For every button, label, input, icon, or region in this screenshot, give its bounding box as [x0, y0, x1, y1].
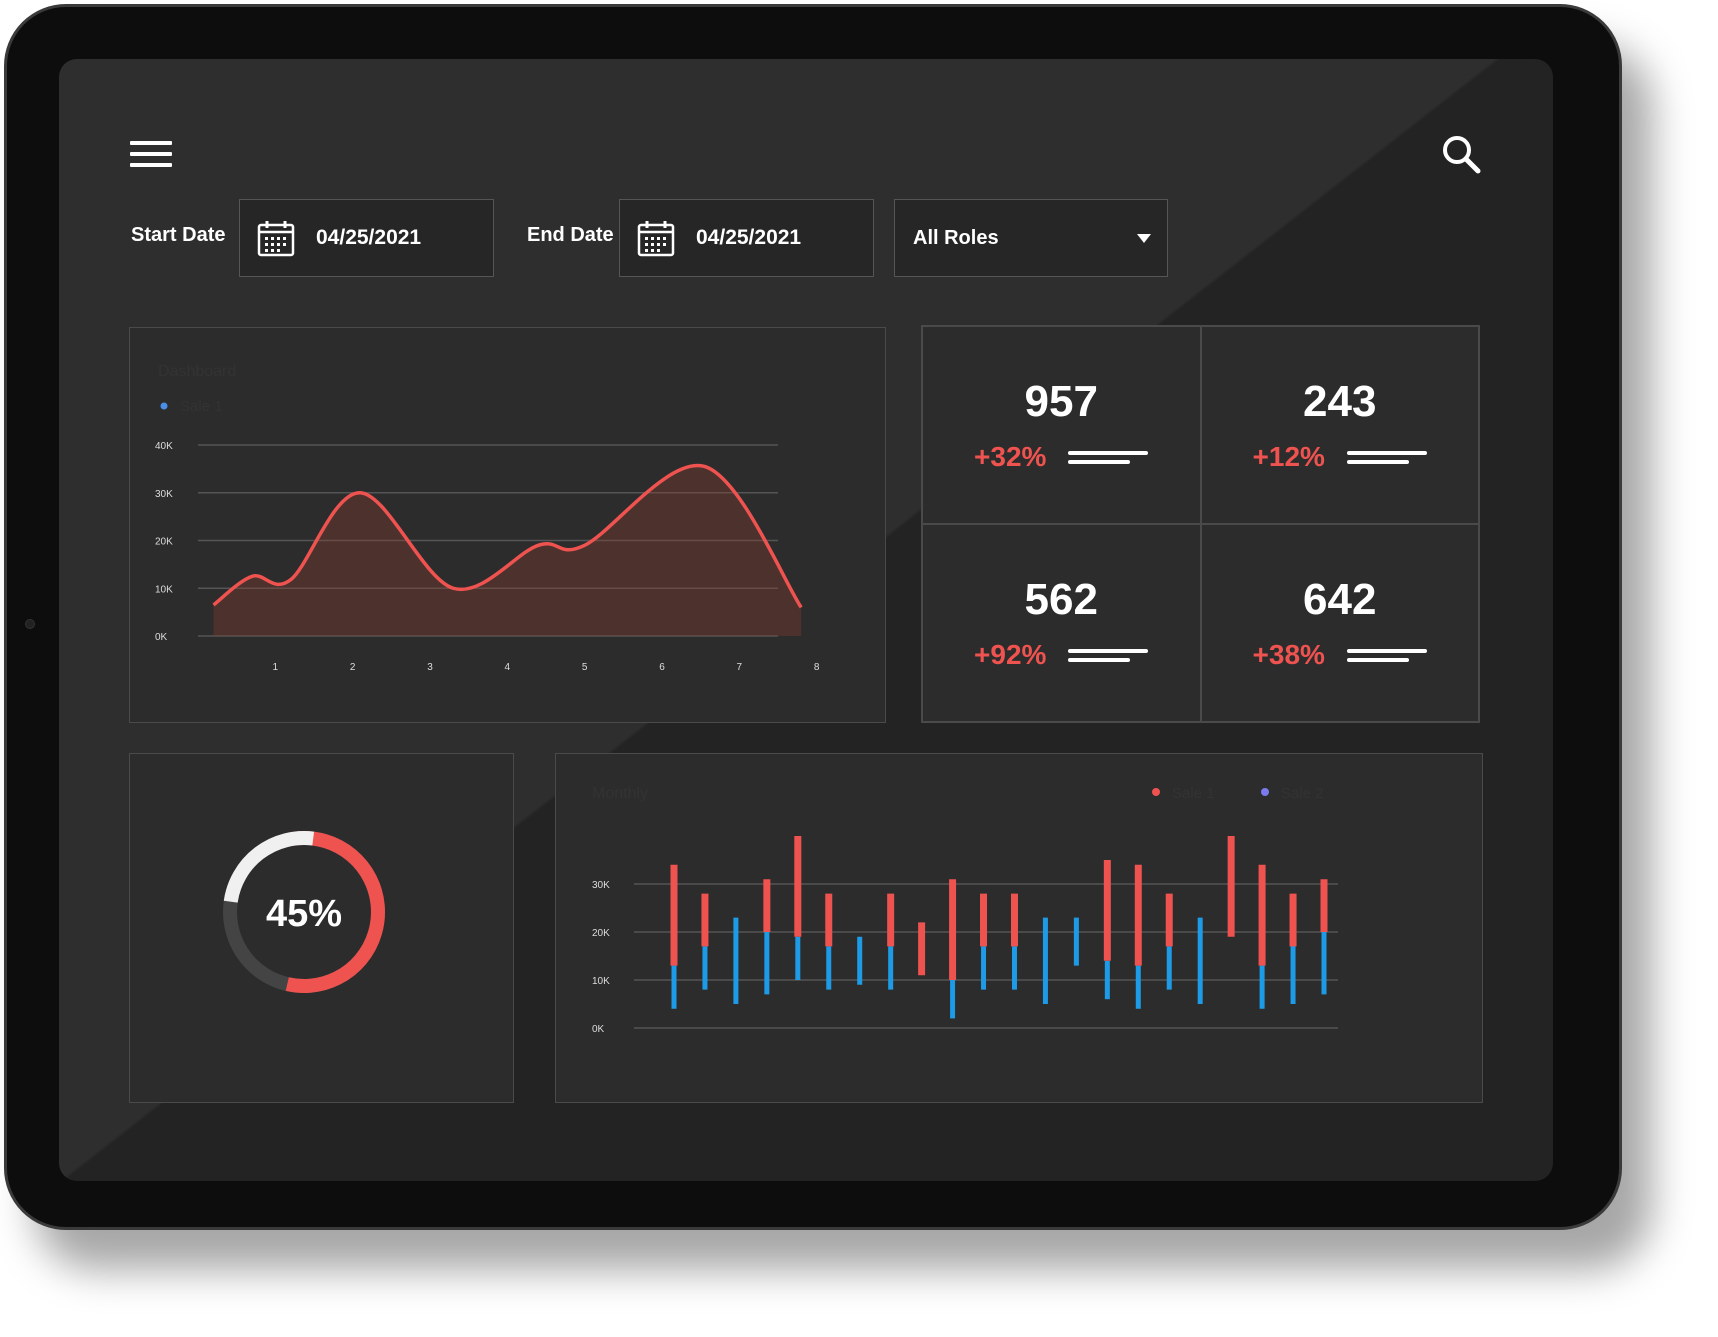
area-chart-panel: Dashboard Sale 1 40K 30K 20K 10K 0K 1 2 3 4 5 6 7 8	[129, 327, 886, 723]
roles-select[interactable]: All Roles	[894, 199, 1168, 277]
text-placeholder-lines	[1346, 644, 1427, 667]
roles-select-value: All Roles	[913, 226, 999, 249]
chart-title: Dashboard	[158, 363, 236, 380]
text-placeholder-lines	[1068, 446, 1149, 469]
gauge-secondary-arc	[223, 831, 385, 993]
area-chart: Dashboard Sale 1 40K 30K 20K 10K 0K 1 2 3 4 5 6 7 8	[155, 363, 820, 673]
stat-value: 562	[1024, 575, 1098, 624]
legend-marker	[1152, 788, 1160, 796]
gauge-label: 45%	[266, 893, 342, 935]
y-tick-label: 0K	[155, 632, 168, 643]
y-tick-label: 20K	[155, 537, 173, 548]
end-date-field[interactable]: 04/25/2021	[619, 199, 874, 277]
camera	[25, 619, 35, 629]
legend-marker	[160, 402, 168, 410]
y-tick-label: 30K	[155, 489, 173, 500]
legend-label: Sale 2	[1281, 785, 1324, 802]
calendar-icon	[257, 221, 295, 257]
legend-label: Sale 1	[1172, 785, 1215, 802]
bar-chart: Monthly Sale 1 Sale 2 30K 20K 10K 0K	[592, 785, 1338, 1035]
legend-marker	[1261, 788, 1269, 796]
x-tick-label: 2	[350, 662, 356, 673]
text-placeholder-lines	[1068, 644, 1149, 667]
series-line	[212, 463, 803, 609]
x-tick-label: 6	[659, 662, 665, 673]
stat-card[interactable]: 957 +32%	[922, 326, 1201, 524]
progress-gauge: 45%	[223, 831, 385, 993]
hamburger-icon[interactable]	[130, 141, 172, 173]
area-fill	[213, 465, 802, 636]
end-date-label: End Date	[527, 224, 614, 246]
tablet-frame: Start Date 04/25/2021 End Date 04/25/202…	[4, 4, 1622, 1230]
bar-chart-panel: Monthly Sale 1 Sale 2 30K 20K 10K 0K	[555, 753, 1483, 1103]
calendar-icon	[637, 221, 675, 257]
stat-value: 243	[1303, 377, 1377, 426]
y-tick-label: 10K	[592, 976, 610, 987]
y-tick-label: 10K	[155, 584, 173, 595]
stat-change: +32%	[974, 441, 1047, 472]
stat-change: +38%	[1252, 639, 1325, 670]
end-date-value: 04/25/2021	[696, 226, 802, 249]
stat-change: +92%	[974, 639, 1047, 670]
stats-grid: 957 +32% 243 +12% 562 +92% 642 +38%	[921, 325, 1480, 723]
start-date-field[interactable]: 04/25/2021	[239, 199, 494, 277]
x-tick-label: 3	[427, 662, 433, 673]
x-tick-label: 8	[814, 662, 820, 673]
dashboard-screen: Start Date 04/25/2021 End Date 04/25/202…	[59, 59, 1553, 1181]
search-icon[interactable]	[1439, 132, 1483, 176]
x-tick-label: 1	[273, 662, 279, 673]
chart-title: Monthly	[592, 785, 648, 802]
legend-label: Sale 1	[180, 398, 223, 415]
stat-card[interactable]: 243 +12%	[1200, 326, 1479, 524]
start-date-label: Start Date	[131, 224, 226, 246]
gauge-panel: 45%	[129, 753, 514, 1103]
y-tick-label: 0K	[592, 1024, 605, 1035]
start-date-value: 04/25/2021	[316, 226, 422, 249]
x-tick-label: 7	[737, 662, 743, 673]
x-tick-label: 4	[505, 662, 511, 673]
stat-value: 957	[1024, 377, 1098, 426]
stat-card[interactable]: 642 +38%	[1200, 524, 1479, 722]
text-placeholder-lines	[1346, 446, 1427, 469]
stat-card[interactable]: 562 +92%	[922, 524, 1201, 722]
caret-down-icon	[1137, 233, 1151, 243]
stat-change: +12%	[1252, 441, 1325, 472]
y-tick-label: 20K	[592, 928, 610, 939]
stat-value: 642	[1303, 575, 1377, 624]
y-tick-label: 30K	[592, 880, 610, 891]
y-tick-label: 40K	[155, 441, 173, 452]
x-tick-label: 5	[582, 662, 588, 673]
